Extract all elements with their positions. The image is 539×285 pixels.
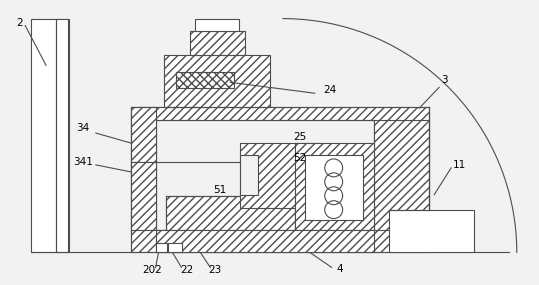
Bar xyxy=(169,243,182,253)
Bar xyxy=(156,243,168,253)
Text: 202: 202 xyxy=(143,265,162,275)
Bar xyxy=(176,72,234,88)
Bar xyxy=(305,155,363,220)
Bar xyxy=(375,120,429,230)
Bar xyxy=(56,19,68,253)
Text: 11: 11 xyxy=(452,160,466,170)
Bar xyxy=(295,143,375,230)
Bar xyxy=(156,120,375,230)
Text: 3: 3 xyxy=(441,75,447,85)
Text: 25: 25 xyxy=(293,132,307,142)
Bar xyxy=(165,196,295,230)
Bar xyxy=(163,55,270,107)
Text: 22: 22 xyxy=(180,265,193,275)
Bar xyxy=(130,107,156,162)
Bar xyxy=(389,210,474,253)
Text: 24: 24 xyxy=(323,85,336,95)
Bar xyxy=(130,107,429,253)
Bar xyxy=(130,162,156,230)
Bar xyxy=(31,19,69,253)
Text: 2: 2 xyxy=(16,18,23,28)
Text: 34: 34 xyxy=(77,123,89,133)
Bar xyxy=(240,155,258,195)
Text: 341: 341 xyxy=(73,157,93,167)
Bar xyxy=(190,30,245,55)
Text: 51: 51 xyxy=(213,185,227,195)
Bar xyxy=(240,143,320,208)
Text: 52: 52 xyxy=(293,153,307,163)
Bar xyxy=(195,19,239,30)
Text: 4: 4 xyxy=(336,264,343,274)
Text: 23: 23 xyxy=(209,265,222,275)
Bar xyxy=(156,230,375,253)
